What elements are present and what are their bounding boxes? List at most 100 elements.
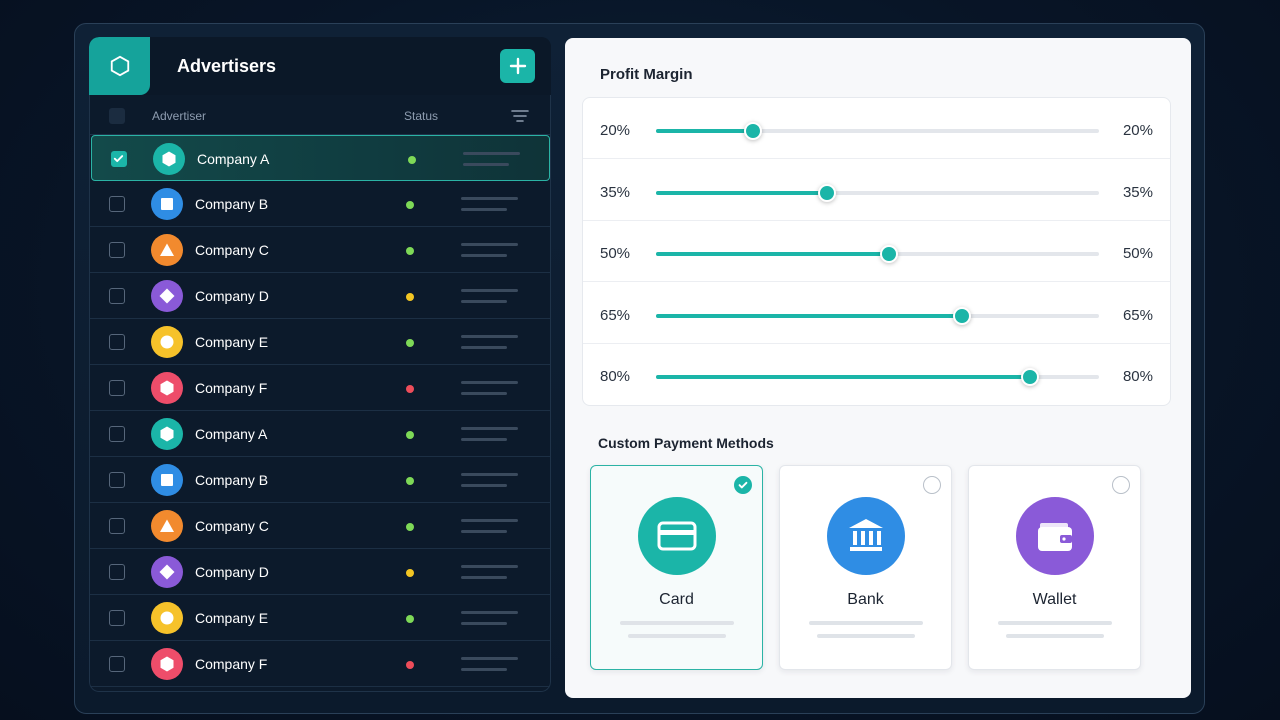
slider-value-label: 80% <box>1122 368 1153 385</box>
row-checkbox[interactable] <box>109 518 125 534</box>
payment-method-wallet[interactable]: Wallet <box>968 465 1141 670</box>
credit-card-icon <box>638 497 716 575</box>
placeholder-line <box>461 576 507 579</box>
table-row[interactable]: Company D <box>90 273 550 319</box>
table-row[interactable]: Company D <box>90 549 550 595</box>
triangle-avatar-icon <box>151 510 183 542</box>
table-row[interactable]: Company A <box>90 411 550 457</box>
advertiser-name: Company A <box>197 151 270 167</box>
placeholder-line <box>463 163 509 166</box>
slider-thumb[interactable] <box>1021 368 1040 386</box>
column-advertiser[interactable]: Advertiser <box>152 109 207 123</box>
slider-thumb[interactable] <box>817 183 836 202</box>
advertiser-name: Company C <box>195 518 269 534</box>
row-checkbox[interactable] <box>109 610 125 626</box>
slider-thumb[interactable] <box>879 245 898 263</box>
row-checkbox[interactable] <box>111 151 127 167</box>
placeholder-line <box>809 621 923 625</box>
triangle-avatar-icon <box>151 234 183 266</box>
slider-thumb[interactable] <box>744 122 763 140</box>
circle-avatar-icon <box>151 326 183 358</box>
slider-value-label: 50% <box>1122 245 1153 262</box>
hexagon-avatar-icon <box>151 418 183 450</box>
row-checkbox[interactable] <box>109 334 125 350</box>
row-checkbox[interactable] <box>109 288 125 304</box>
settings-panel: Profit Margin 20% 20% 35% 35% 50% 50% 65% 65% 80… <box>565 38 1191 698</box>
placeholder-line <box>620 621 734 625</box>
placeholder-line <box>461 243 518 246</box>
row-checkbox[interactable] <box>109 472 125 488</box>
filter-lines-icon <box>511 110 529 122</box>
advertiser-name: Company C <box>195 242 269 258</box>
advertiser-name: Company F <box>195 656 268 672</box>
square-avatar-icon <box>151 188 183 220</box>
placeholder-line <box>461 300 507 303</box>
placeholder-line <box>998 621 1112 625</box>
radio-button[interactable] <box>923 476 941 494</box>
slider-fill <box>656 129 754 133</box>
payment-method-card[interactable]: Card <box>590 465 763 670</box>
advertiser-name: Company B <box>195 196 269 212</box>
advertiser-name: Company D <box>195 564 269 580</box>
table-row[interactable]: Company B <box>90 181 550 227</box>
margin-slider-row: 65% 65% <box>583 283 1170 344</box>
table-row[interactable]: Company C <box>90 503 550 549</box>
placeholder-line <box>461 346 507 349</box>
payment-method-bank[interactable]: Bank <box>779 465 952 670</box>
add-advertiser-button[interactable] <box>500 49 535 83</box>
plus-icon <box>509 57 526 75</box>
slider-min-label: 35% <box>600 183 631 201</box>
status-dot <box>406 385 414 393</box>
table-row[interactable]: Company F <box>90 641 550 687</box>
placeholder-line <box>463 152 520 155</box>
table-row[interactable]: Company E <box>90 319 550 365</box>
slider-value-label: 20% <box>1122 122 1153 139</box>
column-status[interactable]: Status <box>404 109 439 123</box>
placeholder-line <box>461 473 518 476</box>
diamond-avatar-icon <box>151 556 183 588</box>
bank-icon <box>827 497 905 575</box>
table-row[interactable]: Company A <box>91 135 550 181</box>
placeholder-line <box>461 565 518 568</box>
slider-track[interactable] <box>656 183 1099 202</box>
table-row[interactable]: Company B <box>90 457 550 503</box>
row-checkbox[interactable] <box>109 656 125 672</box>
table-row[interactable]: Company C <box>90 227 550 273</box>
status-dot <box>406 201 414 209</box>
square-avatar-icon <box>151 464 183 496</box>
slider-min-label: 80% <box>600 368 631 385</box>
placeholder-line <box>461 208 507 211</box>
select-all-checkbox[interactable] <box>109 108 125 124</box>
slider-min-label: 20% <box>600 122 631 139</box>
slider-track[interactable] <box>656 306 1099 325</box>
advertiser-name: Company F <box>195 380 268 396</box>
slider-track[interactable] <box>656 368 1099 386</box>
slider-fill <box>656 313 962 318</box>
radio-button[interactable] <box>734 476 752 494</box>
row-checkbox[interactable] <box>109 196 125 212</box>
slider-value-label: 35% <box>1122 183 1153 201</box>
placeholder-line <box>461 392 507 395</box>
status-dot <box>406 523 414 531</box>
profit-margin-title: Profit Margin <box>600 66 693 83</box>
slider-track[interactable] <box>656 245 1099 263</box>
radio-button[interactable] <box>1112 476 1130 494</box>
status-dot <box>406 615 414 623</box>
slider-thumb[interactable] <box>952 306 971 325</box>
row-checkbox[interactable] <box>109 242 125 258</box>
placeholder-line <box>461 668 507 671</box>
placeholder-line <box>817 634 915 638</box>
margin-slider-row: 35% 35% <box>583 160 1170 221</box>
placeholder-line <box>1006 634 1104 638</box>
table-row[interactable]: Company E <box>90 595 550 641</box>
status-dot <box>406 339 414 347</box>
margin-slider-row: 20% 20% <box>583 98 1170 159</box>
slider-track[interactable] <box>656 122 1099 140</box>
row-checkbox[interactable] <box>109 380 125 396</box>
row-checkbox[interactable] <box>109 564 125 580</box>
filter-button[interactable] <box>511 109 529 128</box>
placeholder-line <box>461 622 507 625</box>
slider-fill <box>656 375 1031 379</box>
table-row[interactable]: Company F <box>90 365 550 411</box>
row-checkbox[interactable] <box>109 426 125 442</box>
